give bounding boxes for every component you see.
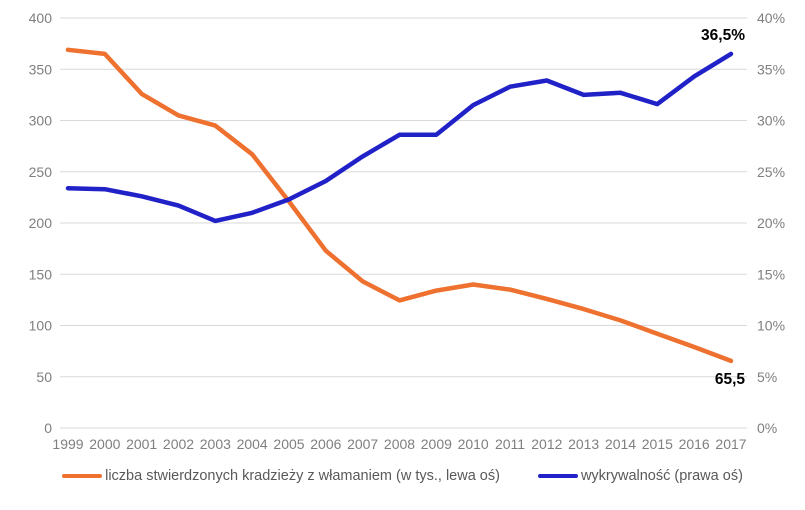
left-axis-tick-label: 0: [44, 420, 52, 436]
x-axis-year-label: 2016: [679, 436, 710, 452]
x-axis-year-label: 1999: [52, 436, 83, 452]
right-axis-tick-label: 0%: [757, 420, 777, 436]
right-axis-tick-label: 20%: [757, 215, 785, 231]
x-axis-year-label: 2006: [310, 436, 341, 452]
x-axis-year-label: 2007: [347, 436, 378, 452]
left-axis-tick-label: 400: [29, 10, 53, 26]
right-axis-tick-label: 15%: [757, 266, 785, 282]
legend-label-burglaries: liczba stwierdzonych kradzieży z włamani…: [105, 468, 500, 484]
x-axis-year-label: 2000: [89, 436, 120, 452]
blue-series-swatch-icon: [537, 473, 578, 479]
data-point-label: 65,5: [715, 371, 746, 388]
series-line-burglaries: [65, 47, 734, 364]
left-axis-tick-label: 50: [36, 369, 52, 385]
x-axis-year-label: 2004: [237, 436, 268, 452]
x-axis-year-label: 2008: [384, 436, 415, 452]
left-axis-tick-label: 100: [29, 318, 53, 334]
right-axis-tick-label: 35%: [757, 61, 785, 77]
x-axis-year-label: 2015: [642, 436, 673, 452]
left-axis-tick-label: 300: [29, 113, 53, 129]
right-axis-tick-label: 30%: [757, 113, 785, 129]
x-axis-year-label: 2001: [126, 436, 157, 452]
legend-item-detection-rate: wykrywalność (prawa oś): [537, 468, 743, 484]
x-axis-year-label: 2010: [458, 436, 489, 452]
x-axis-year-label: 2002: [163, 436, 194, 452]
x-axis-year-label: 2009: [421, 436, 452, 452]
series-line-detection-rate: [65, 51, 734, 224]
x-axis-year-label: 2017: [715, 436, 746, 452]
left-axis-tick-label: 150: [29, 266, 53, 282]
x-axis-year-label: 2013: [568, 436, 599, 452]
left-axis-tick-label: 200: [29, 215, 53, 231]
right-axis-tick-label: 5%: [757, 369, 777, 385]
legend-item-burglaries: liczba stwierdzonych kradzieży z włamani…: [62, 468, 500, 484]
orange-series-swatch-icon: [62, 473, 103, 479]
left-axis-tick-label: 250: [29, 164, 53, 180]
x-axis-year-label: 2003: [200, 436, 231, 452]
left-axis-tick-label: 350: [29, 61, 53, 77]
burglary-detection-line-chart: 0 0% 50 5% 100 10% 150 15% 200 20% 250 25% 300 30% 350…: [29, 10, 785, 452]
right-axis-tick-label: 25%: [757, 164, 785, 180]
x-axis-year-label: 2012: [531, 436, 562, 452]
x-axis-year-label: 2011: [495, 436, 525, 452]
chart-legend: liczba stwierdzonych kradzieży z włamani…: [0, 468, 805, 484]
legend-label-detection-rate: wykrywalność (prawa oś): [580, 468, 743, 484]
x-axis-year-label: 2014: [605, 436, 636, 452]
x-axis-year-label: 2005: [273, 436, 304, 452]
right-axis-tick-label: 10%: [757, 318, 785, 334]
right-axis-tick-label: 40%: [757, 10, 785, 26]
data-point-label: 36,5%: [701, 27, 745, 44]
